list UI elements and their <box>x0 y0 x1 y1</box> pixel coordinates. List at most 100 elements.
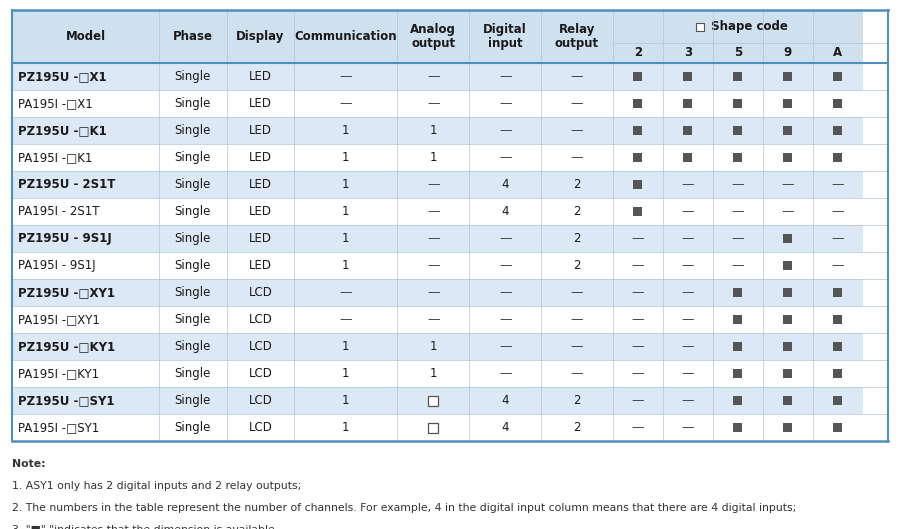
Bar <box>159 252 227 279</box>
Text: —: — <box>499 340 511 353</box>
Text: 1: 1 <box>342 340 349 353</box>
Text: Single: Single <box>175 124 211 137</box>
Text: —: — <box>499 367 511 380</box>
Bar <box>813 333 862 360</box>
Text: —: — <box>632 313 644 326</box>
Text: Phase: Phase <box>173 30 213 43</box>
Bar <box>541 252 613 279</box>
Text: —: — <box>632 259 644 272</box>
Bar <box>783 369 792 378</box>
Bar <box>12 144 159 171</box>
Text: LCD: LCD <box>248 286 273 299</box>
Text: —: — <box>632 286 644 299</box>
Text: 2: 2 <box>573 259 580 272</box>
Bar <box>398 90 469 117</box>
Text: Single: Single <box>175 421 211 434</box>
Text: LCD: LCD <box>248 421 273 434</box>
Bar <box>12 279 159 306</box>
Text: PZ195U - 9S1J: PZ195U - 9S1J <box>18 232 112 245</box>
Bar <box>159 225 227 252</box>
Bar <box>783 315 792 324</box>
Text: —: — <box>571 340 583 353</box>
Text: —: — <box>339 70 352 83</box>
Bar <box>762 90 813 117</box>
Text: Single: Single <box>175 367 211 380</box>
Text: PZ195U -□K1: PZ195U -□K1 <box>18 124 107 137</box>
Bar <box>541 198 613 225</box>
Text: Single: Single <box>175 313 211 326</box>
Text: 1. ASY1 only has 2 digital inputs and 2 relay outputs;: 1. ASY1 only has 2 digital inputs and 2 … <box>12 481 302 491</box>
Text: —: — <box>832 178 844 191</box>
Text: —: — <box>571 313 583 326</box>
Text: LED: LED <box>248 70 272 83</box>
Bar <box>783 396 792 405</box>
Text: —: — <box>732 259 744 272</box>
Text: —: — <box>571 286 583 299</box>
Bar <box>762 117 813 144</box>
Bar <box>398 144 469 171</box>
Bar <box>227 90 294 117</box>
Text: 1: 1 <box>342 421 349 434</box>
Bar <box>294 360 398 387</box>
Bar <box>762 360 813 387</box>
Text: Single: Single <box>175 70 211 83</box>
Bar <box>227 360 294 387</box>
Text: —: — <box>681 286 694 299</box>
Bar <box>469 10 541 63</box>
Text: 2: 2 <box>573 394 580 407</box>
Bar <box>613 198 663 225</box>
Text: —: — <box>832 232 844 245</box>
Bar <box>634 126 643 135</box>
Bar <box>634 72 643 81</box>
Bar <box>762 333 813 360</box>
Text: 1: 1 <box>342 178 349 191</box>
Text: —: — <box>632 340 644 353</box>
Bar <box>783 261 792 270</box>
Bar <box>734 288 742 297</box>
Text: —: — <box>571 97 583 110</box>
Bar <box>713 63 762 90</box>
Bar <box>783 153 792 162</box>
Bar <box>398 306 469 333</box>
Text: —: — <box>632 367 644 380</box>
Bar <box>613 117 663 144</box>
Bar <box>541 387 613 414</box>
Bar <box>227 144 294 171</box>
Text: Single: Single <box>175 286 211 299</box>
Bar <box>428 423 438 433</box>
Bar <box>762 63 813 90</box>
Bar <box>159 63 227 90</box>
Bar <box>813 387 862 414</box>
Bar <box>398 414 469 441</box>
Bar <box>762 43 813 63</box>
Text: 1: 1 <box>342 124 349 137</box>
Bar <box>833 342 842 351</box>
Bar <box>398 387 469 414</box>
Bar <box>813 306 862 333</box>
Bar <box>683 99 692 108</box>
Bar <box>833 423 842 432</box>
Text: Shape code: Shape code <box>706 20 788 33</box>
Bar <box>762 306 813 333</box>
Text: —: — <box>428 232 439 245</box>
Text: Analog
output: Analog output <box>410 23 456 50</box>
Text: —: — <box>428 313 439 326</box>
Text: —: — <box>499 70 511 83</box>
Text: —: — <box>732 232 744 245</box>
Text: —: — <box>681 421 694 434</box>
Bar <box>713 144 762 171</box>
Bar <box>294 279 398 306</box>
Text: LED: LED <box>248 97 272 110</box>
Text: 1: 1 <box>429 340 437 353</box>
Bar <box>734 396 742 405</box>
Bar <box>813 171 862 198</box>
Bar <box>813 117 862 144</box>
Text: 1: 1 <box>342 394 349 407</box>
Text: —: — <box>781 205 794 218</box>
Bar <box>469 225 541 252</box>
Bar <box>159 90 227 117</box>
Bar <box>634 180 643 189</box>
Bar <box>469 198 541 225</box>
Bar <box>713 414 762 441</box>
Text: Single: Single <box>175 205 211 218</box>
